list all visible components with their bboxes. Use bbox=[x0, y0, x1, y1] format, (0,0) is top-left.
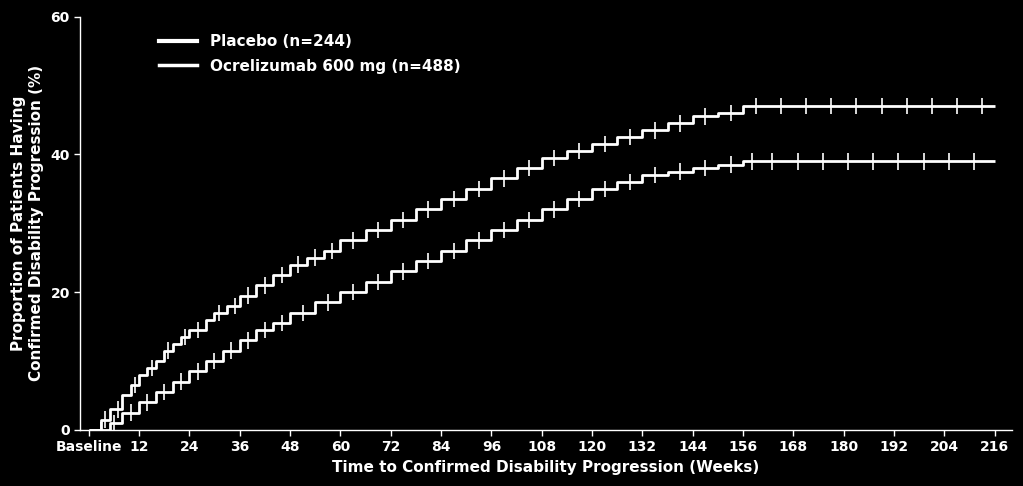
Y-axis label: Proportion of Patients Having
Confirmed Disability Progression (%): Proportion of Patients Having Confirmed … bbox=[11, 65, 44, 382]
X-axis label: Time to Confirmed Disability Progression (Weeks): Time to Confirmed Disability Progression… bbox=[332, 460, 759, 475]
Legend: Placebo (n=244), Ocrelizumab 600 mg (n=488): Placebo (n=244), Ocrelizumab 600 mg (n=4… bbox=[153, 28, 466, 80]
